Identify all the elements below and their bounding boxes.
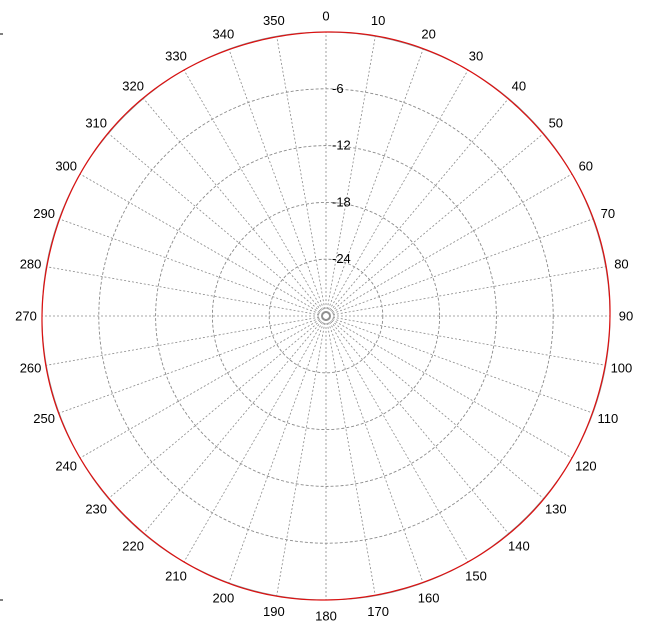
radial-tick-label: -6 [332,81,344,96]
angle-label-70: 70 [601,206,615,221]
spoke-160 [326,318,424,584]
angle-label-260: 260 [20,361,42,376]
ring-12 [155,145,497,487]
angle-label-170: 170 [367,604,389,619]
angle-label-110: 110 [598,411,619,426]
pattern-line-0 [41,31,611,601]
spoke-120 [328,317,573,459]
angle-label-120: 120 [575,459,597,474]
spoke-230 [108,317,324,499]
edge-ticks [0,33,3,601]
angle-label-130: 130 [545,501,567,516]
angle-label-250: 250 [33,411,55,426]
angle-label-320: 320 [122,79,144,94]
angle-label-280: 280 [20,256,42,271]
spoke-20 [326,48,424,314]
angle-label-340: 340 [213,27,235,42]
angle-label-40: 40 [512,79,526,94]
radial-grid [41,31,611,601]
spoke-350 [276,36,326,314]
spoke-140 [327,318,509,534]
spoke-10 [326,36,376,314]
angle-tick-labels: 0 10 20 30 40 50 60 70 80 90 100 110 120 130 140 150 160… [15,9,633,624]
angle-label-230: 230 [85,501,107,516]
angle-label-350: 350 [263,13,285,28]
outer-ring [41,31,611,601]
spoke-320 [143,98,325,314]
spoke-340 [228,48,326,314]
angle-label-210: 210 [165,568,187,583]
spoke-110 [328,316,594,414]
pattern-series [41,31,611,601]
spoke-30 [327,69,469,314]
spoke-310 [108,133,324,315]
angle-label-290: 290 [33,206,55,221]
radial-tick-label: -24 [332,251,351,266]
radial-tick-label: -12 [332,138,351,153]
angle-label-180: 180 [315,609,337,624]
spoke-260 [46,316,324,366]
angle-label-100: 100 [611,361,633,376]
angle-label-80: 80 [614,256,628,271]
angle-label-10: 10 [371,13,385,28]
angle-label-60: 60 [579,159,593,174]
radial-tick-labels: -6 -12 -18 -24 [332,81,351,266]
angle-label-190: 190 [263,604,285,619]
spoke-240 [79,317,324,459]
angle-label-0: 0 [322,9,329,24]
angle-label-300: 300 [55,159,77,174]
spoke-130 [328,317,544,499]
spoke-150 [327,318,469,563]
angle-label-160: 160 [418,590,440,605]
angle-label-270: 270 [15,309,37,324]
spoke-200 [228,318,326,584]
angular-grid [42,32,610,600]
spoke-80 [328,266,606,316]
spoke-170 [326,318,376,596]
ring-24 [268,258,384,374]
angle-label-220: 220 [122,538,144,553]
spoke-330 [183,69,325,314]
radial-tick-label: -18 [332,194,351,209]
spoke-250 [58,316,324,414]
angle-label-90: 90 [619,309,633,324]
ring-18 [211,201,441,431]
spoke-220 [143,318,325,534]
spoke-100 [328,316,606,366]
angle-label-200: 200 [213,590,235,605]
spoke-70 [328,218,594,316]
spoke-290 [58,218,324,316]
angle-label-150: 150 [465,568,487,583]
spoke-300 [79,173,324,315]
angle-label-50: 50 [549,116,563,131]
angle-label-310: 310 [85,116,107,131]
spoke-190 [276,318,326,596]
angle-label-330: 330 [165,49,187,64]
spoke-280 [46,266,324,316]
angle-label-20: 20 [421,27,435,42]
spoke-50 [328,133,544,315]
spoke-40 [327,98,509,314]
ring-6 [98,88,554,544]
spoke-60 [328,173,573,315]
spoke-210 [183,318,325,563]
angle-label-30: 30 [469,49,483,64]
angle-label-140: 140 [508,538,530,553]
angle-label-240: 240 [55,459,77,474]
